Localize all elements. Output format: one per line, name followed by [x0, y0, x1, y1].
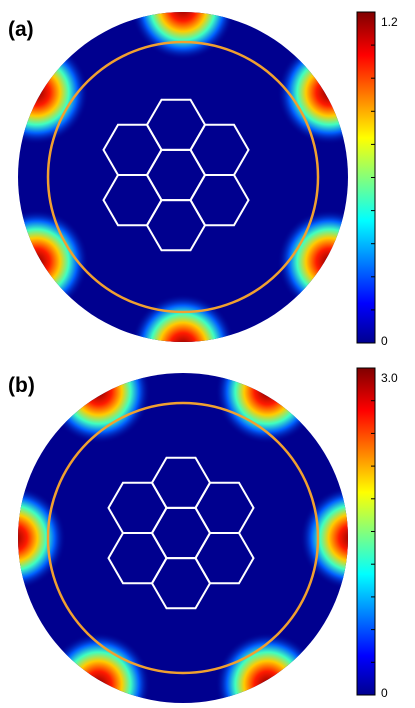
- hot-spot: [46, 373, 151, 444]
- colorbar-max: 1.2: [381, 15, 398, 29]
- panel-label: (a): [8, 18, 34, 41]
- colorbar-min: 0: [381, 334, 388, 348]
- colorbar-max: 3.0: [381, 371, 398, 385]
- hot-spot: [215, 373, 320, 444]
- hot-spot: [131, 12, 235, 60]
- ring: [46, 40, 320, 314]
- hexagon: [102, 174, 163, 227]
- hexagon: [194, 532, 255, 585]
- hexagon: [107, 532, 168, 585]
- ring: [46, 401, 320, 675]
- hot-spot: [131, 294, 235, 342]
- colorbar-min: 0: [381, 686, 388, 700]
- panel: (b) 3.0 0: [8, 367, 398, 703]
- hexagon: [189, 174, 250, 227]
- fiber: [18, 12, 348, 342]
- hot-spot: [18, 486, 66, 590]
- hot-spot: [300, 486, 348, 590]
- panel-label: (b): [8, 374, 35, 397]
- panel: (a) 1.2 0: [8, 11, 398, 348]
- fiber: [18, 373, 348, 703]
